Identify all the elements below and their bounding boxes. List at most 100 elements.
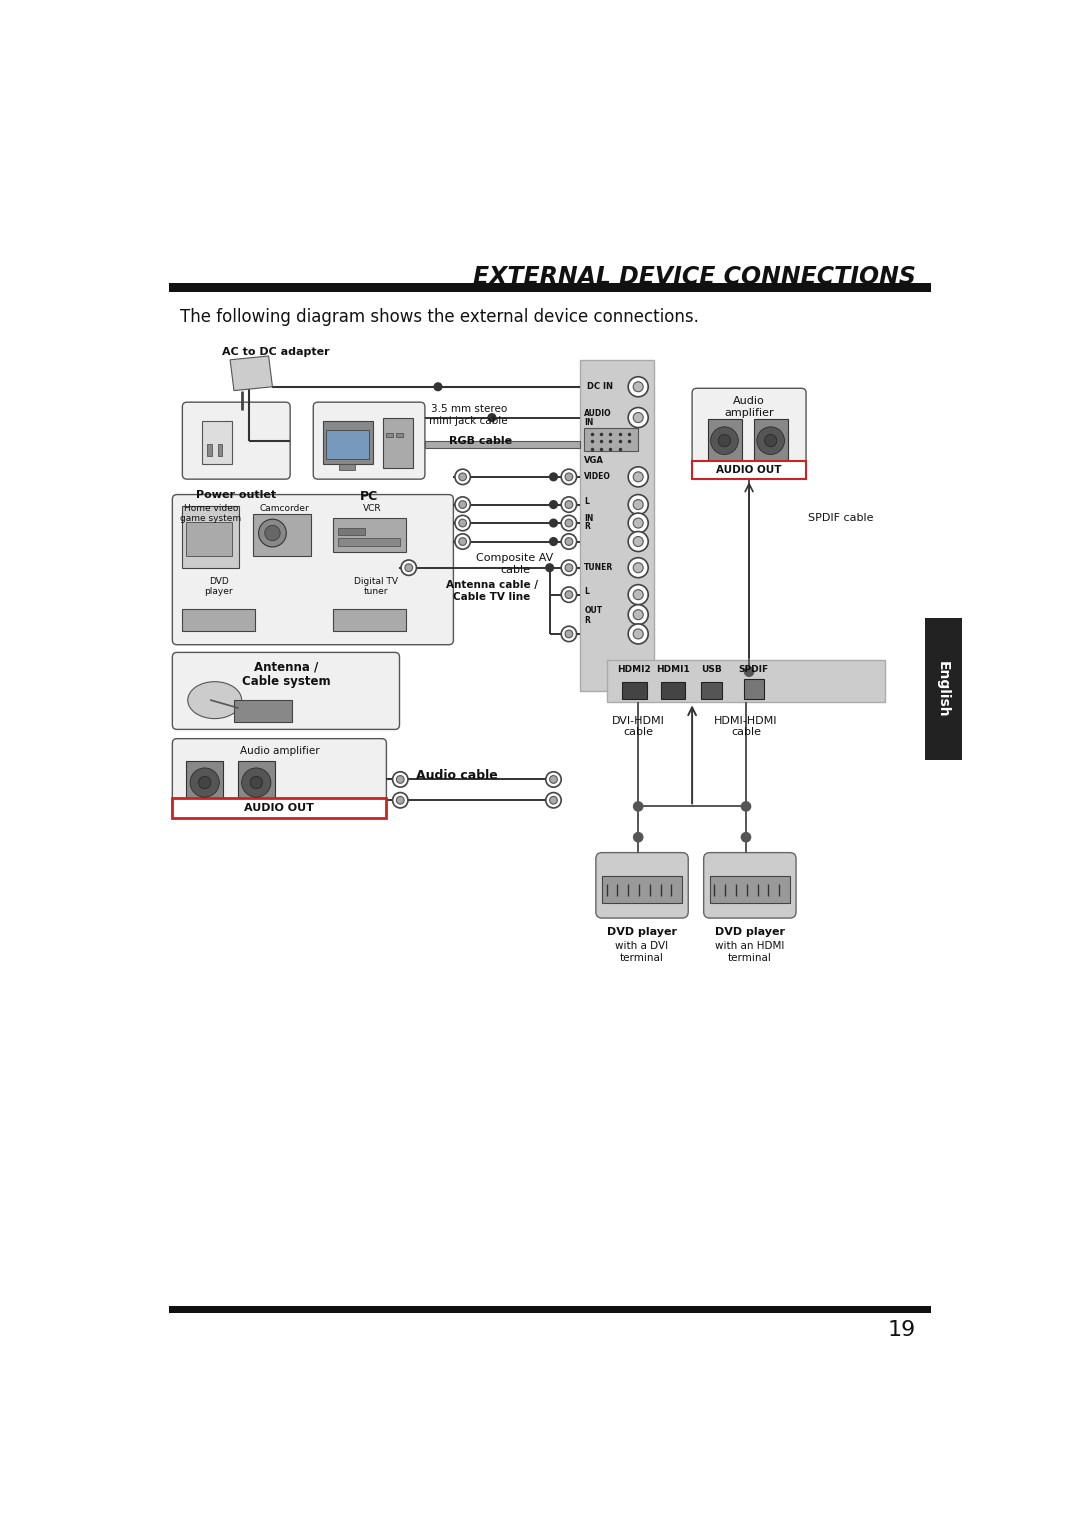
Circle shape (550, 520, 557, 528)
Circle shape (562, 560, 577, 575)
Text: DVI-HDMI
cable: DVI-HDMI cable (611, 716, 664, 737)
Bar (692, 460, 806, 479)
Bar (338, 538, 400, 546)
Text: Audio
amplifier: Audio amplifier (725, 396, 774, 417)
Circle shape (396, 775, 404, 783)
Circle shape (765, 434, 777, 446)
Circle shape (459, 472, 467, 480)
Text: AUDIO OUT: AUDIO OUT (716, 465, 782, 476)
Circle shape (455, 497, 470, 512)
Circle shape (392, 772, 408, 787)
Circle shape (629, 604, 648, 625)
Circle shape (455, 469, 470, 485)
Text: DVD player: DVD player (715, 927, 785, 937)
Circle shape (242, 768, 271, 797)
Text: DVD
player: DVD player (204, 576, 233, 596)
Text: 19: 19 (887, 1320, 916, 1339)
Text: OUT: OUT (584, 607, 603, 615)
Bar (584, 428, 638, 451)
Bar (602, 876, 683, 902)
Circle shape (258, 520, 286, 547)
Bar (186, 521, 232, 557)
Circle shape (629, 408, 648, 428)
Text: AUDIO: AUDIO (584, 410, 612, 419)
Bar (424, 440, 580, 448)
Bar (382, 417, 414, 468)
Bar (707, 419, 742, 462)
Circle shape (565, 590, 572, 598)
Bar (186, 761, 224, 803)
FancyBboxPatch shape (183, 402, 291, 479)
Circle shape (392, 792, 408, 807)
Circle shape (251, 777, 262, 789)
Bar (622, 682, 647, 699)
Text: AUDIO OUT: AUDIO OUT (244, 803, 314, 813)
Text: English: English (936, 661, 950, 717)
Circle shape (629, 494, 648, 515)
Circle shape (459, 520, 467, 528)
Text: L: L (584, 497, 590, 506)
Text: R: R (584, 616, 590, 624)
Circle shape (711, 427, 739, 454)
Circle shape (633, 500, 644, 509)
Circle shape (550, 538, 557, 546)
Text: IN: IN (584, 514, 594, 523)
Text: AC to DC adapter: AC to DC adapter (222, 347, 330, 358)
Circle shape (633, 472, 644, 482)
Bar (218, 443, 222, 456)
Circle shape (629, 558, 648, 578)
Text: Home video
game system: Home video game system (180, 503, 242, 523)
FancyBboxPatch shape (692, 388, 806, 477)
Circle shape (562, 534, 577, 549)
FancyBboxPatch shape (596, 853, 688, 917)
Bar (924, 618, 961, 760)
Circle shape (396, 797, 404, 804)
Bar (580, 359, 653, 691)
Bar (202, 422, 232, 463)
Circle shape (629, 624, 648, 644)
Bar (333, 609, 406, 631)
Text: Antenna /
Cable system: Antenna / Cable system (242, 661, 330, 688)
Circle shape (633, 518, 644, 528)
Circle shape (545, 564, 553, 572)
Bar (754, 419, 788, 462)
Bar (333, 518, 406, 552)
Bar (207, 443, 212, 456)
Circle shape (629, 514, 648, 534)
Circle shape (629, 532, 648, 552)
Bar (168, 283, 931, 292)
Circle shape (565, 630, 572, 638)
Text: SPDIF cable: SPDIF cable (808, 512, 873, 523)
Circle shape (545, 772, 562, 787)
Circle shape (633, 413, 644, 422)
Text: Digital TV
tuner: Digital TV tuner (354, 576, 399, 596)
FancyBboxPatch shape (704, 853, 796, 917)
Bar (181, 609, 255, 631)
Bar (238, 761, 274, 803)
Text: VIDEO: VIDEO (584, 472, 611, 482)
Text: DVD player: DVD player (607, 927, 677, 937)
FancyBboxPatch shape (173, 653, 400, 729)
Circle shape (629, 466, 648, 486)
FancyBboxPatch shape (173, 739, 387, 813)
Circle shape (545, 792, 562, 807)
Circle shape (633, 610, 644, 619)
Bar (339, 463, 355, 469)
Circle shape (459, 538, 467, 546)
Circle shape (550, 500, 557, 509)
Bar (744, 679, 764, 699)
Text: Composite AV
cable: Composite AV cable (476, 553, 554, 575)
Bar (325, 430, 369, 459)
Circle shape (190, 768, 219, 797)
Circle shape (562, 497, 577, 512)
Circle shape (633, 628, 644, 639)
Circle shape (488, 414, 496, 422)
Circle shape (562, 515, 577, 531)
Circle shape (265, 526, 280, 541)
Circle shape (565, 520, 572, 528)
Circle shape (633, 537, 644, 546)
Circle shape (434, 382, 442, 390)
Circle shape (562, 587, 577, 602)
Circle shape (634, 833, 643, 842)
Text: HDMI1: HDMI1 (656, 665, 690, 674)
